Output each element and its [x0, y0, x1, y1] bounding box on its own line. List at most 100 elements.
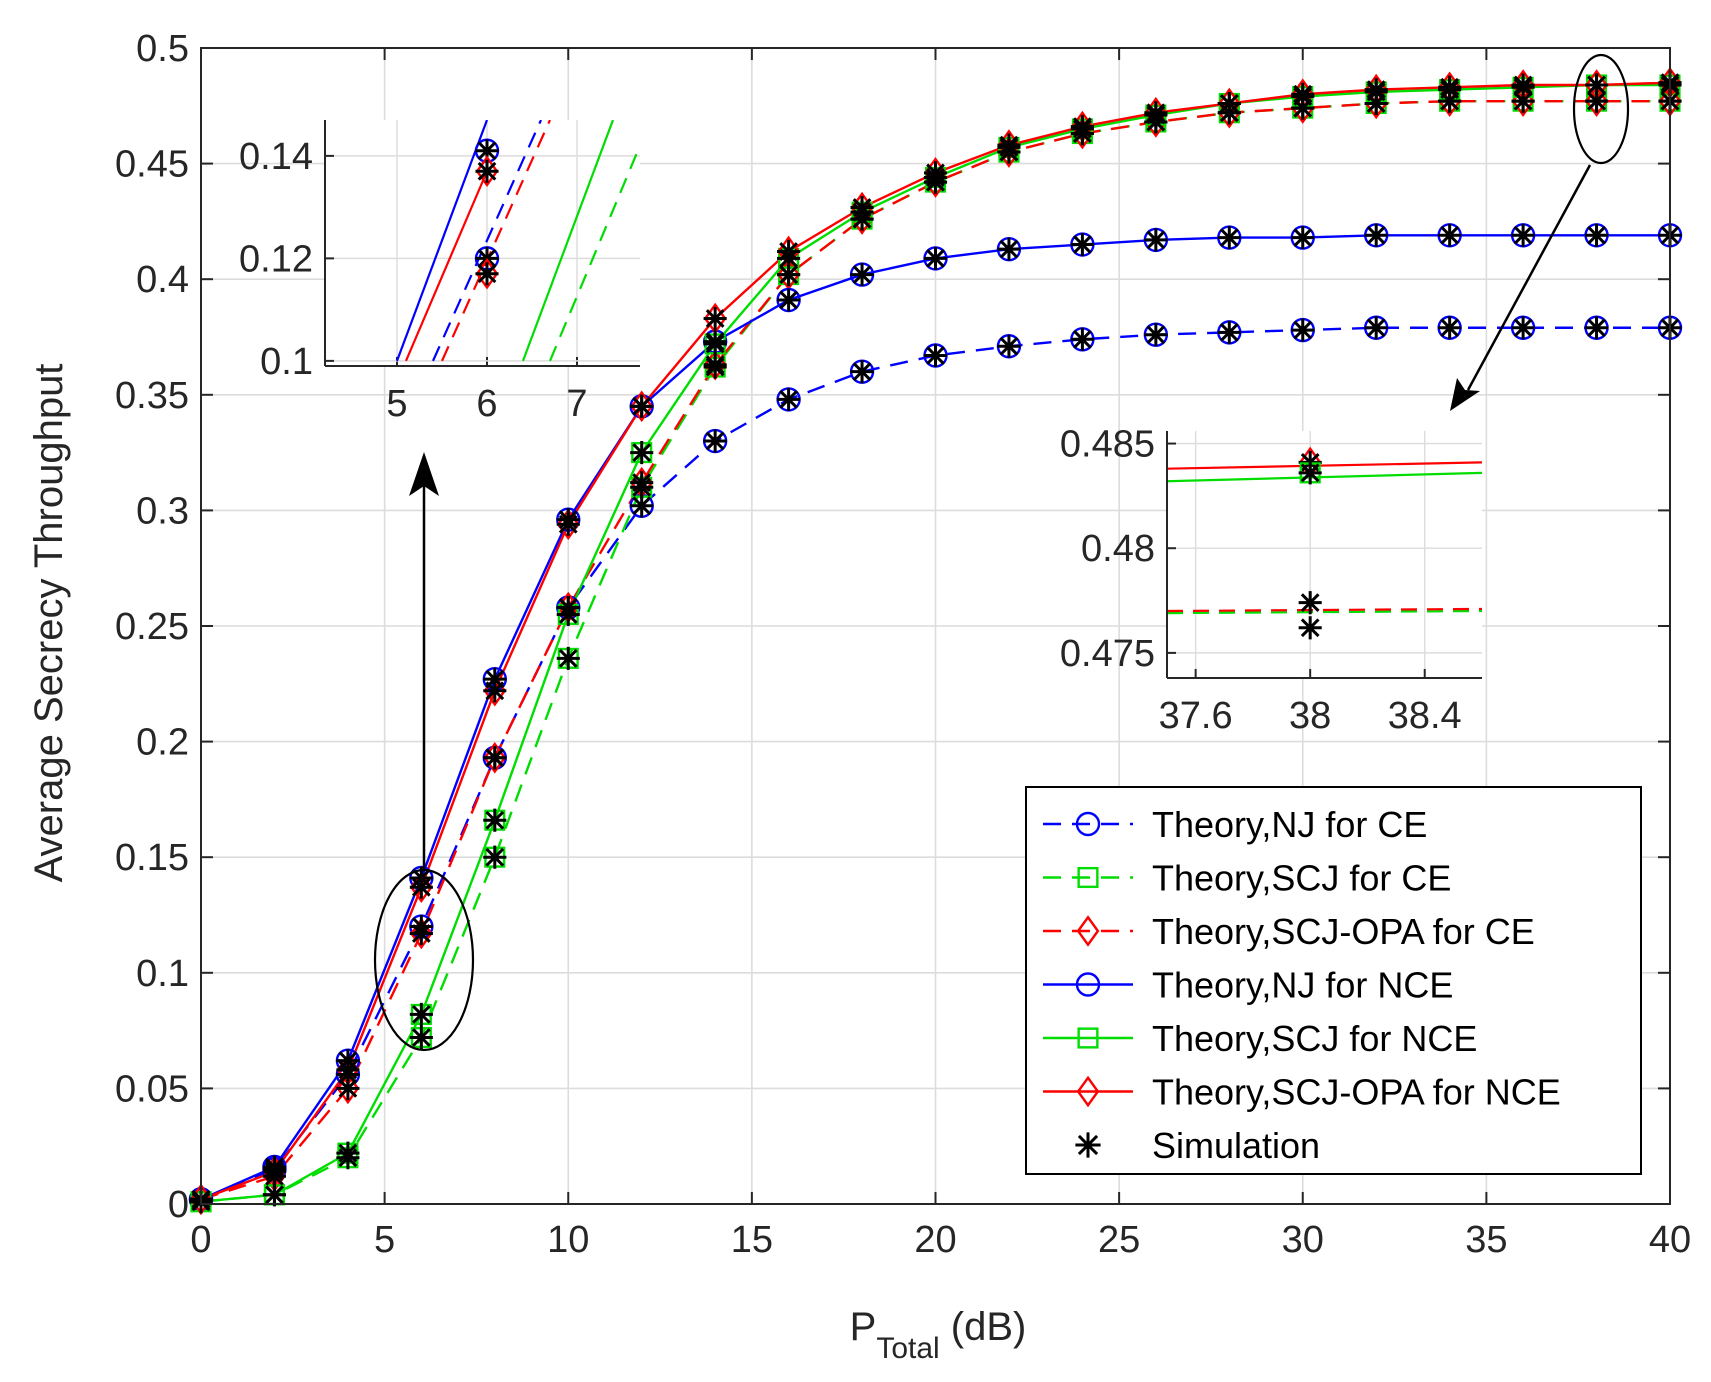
simulation-marker-5-17: [1438, 75, 1462, 99]
y-tick-label-10: 0.5: [136, 28, 189, 70]
simulation-marker-0-6: [630, 494, 654, 518]
simulation-marker-2-17: [1438, 89, 1462, 113]
inset-left-y-tick-label-1: 0.12: [239, 238, 313, 280]
inset-left-y-tick-label-0: 0.1: [260, 341, 313, 383]
simulation-marker-3-8: [777, 288, 801, 312]
x-tick-label-6: 30: [1282, 1219, 1324, 1261]
x-axis-label-sub: Total: [876, 1332, 939, 1365]
x-axis-label: PTotal (dB): [850, 1305, 1027, 1365]
simulation-marker-3-17: [1438, 223, 1462, 247]
series-line-1: [200, 99, 1670, 1203]
inset-left-line-4: [521, 120, 615, 362]
legend-label-6: Simulation: [1152, 1125, 1320, 1166]
inset-left-point-0-asterisk: [475, 139, 499, 163]
simulation-marker-3-19: [1585, 223, 1609, 247]
simulation-marker-3-16: [1364, 223, 1388, 247]
y-tick-label-5: 0.25: [115, 606, 189, 648]
simulation-marker-0-7: [703, 429, 727, 453]
simulation-marker-5-12: [1070, 115, 1094, 139]
simulation-marker-3-18: [1511, 223, 1535, 247]
simulation-marker-5-4: [483, 679, 507, 703]
x-tick-label-5: 25: [1098, 1219, 1140, 1261]
y-tick-label-2: 0.1: [136, 953, 189, 995]
simulation-marker-3-4: [483, 667, 507, 691]
inset-left-line-3: [440, 120, 552, 362]
arrow-right-head: [1450, 378, 1480, 411]
inset-left-lines: [395, 120, 640, 362]
simulation-marker-5-11: [997, 133, 1021, 157]
inset-right-line-1: [1167, 471, 1482, 483]
simulation-marker-4-4: [483, 808, 507, 832]
inset-right-line-3: [1167, 607, 1482, 613]
legend-marker-2: [1076, 915, 1100, 947]
simulation-marker-2-8: [777, 263, 801, 287]
legend-label-0: Theory,NJ for CE: [1152, 804, 1427, 845]
y-tick-label-0: 0: [168, 1184, 189, 1226]
legend-marker-0: [1075, 811, 1101, 837]
legend-label-2: Theory,SCJ-OPA for CE: [1152, 911, 1535, 952]
x-tick-label-3: 15: [731, 1219, 773, 1261]
y-axis-label: Average Secrecy Throughput: [27, 364, 71, 883]
simulation-marker-5-8: [777, 239, 801, 264]
arrow-left-head: [409, 452, 439, 496]
inset-left-point-1-asterisk: [475, 159, 499, 183]
y-tick-label-9: 0.45: [115, 144, 189, 186]
simulation-marker-5-10: [923, 161, 948, 185]
simulation-marker-2-3: [409, 921, 433, 946]
legend-label-3: Theory,NJ for NCE: [1152, 965, 1453, 1006]
inset-right-line-0: [1167, 461, 1482, 470]
simulation-marker-0-11: [997, 334, 1021, 358]
inset-right-point-2-asterisk: [1298, 591, 1322, 615]
simulation-marker-0-15: [1291, 318, 1315, 342]
simulation-marker-5-2: [336, 1058, 360, 1082]
simulation-marker-1-5: [556, 646, 580, 670]
arrow-right-shaft: [1466, 164, 1592, 391]
inset-left-point-3-asterisk: [475, 262, 499, 286]
simulation-marker-5-16: [1364, 78, 1388, 102]
simulation-marker-5-9: [850, 195, 874, 220]
inset-left-line-5: [548, 145, 640, 362]
y-tick-label-8: 0.4: [136, 259, 189, 301]
simulation-marker-2-2: [336, 1076, 360, 1100]
simulation-marker-3-10: [923, 246, 948, 270]
inset-right-y-tick-label-1: 0.48: [1081, 528, 1155, 570]
x-axis-label-main: P: [850, 1305, 877, 1349]
inset-right-point-1-asterisk: [1298, 461, 1322, 485]
y-tick-label-6: 0.3: [136, 490, 189, 532]
simulation-marker-5-13: [1144, 101, 1168, 125]
simulation-marker-5-19: [1585, 73, 1609, 97]
inset-left-y-tick-label-2: 0.14: [239, 136, 313, 178]
y-tick-label-3: 0.15: [115, 837, 189, 879]
simulation-marker-2-15: [1291, 96, 1315, 120]
legend-marker-5: [1076, 1075, 1100, 1108]
simulation-marker-5-18: [1511, 73, 1535, 97]
simulation-marker-2-19: [1585, 89, 1609, 113]
legend-label-1: Theory,SCJ for CE: [1152, 858, 1451, 899]
main-axes: 0 5 10 15 20 25 30 35 4000.050.10.150.20.250.30.…: [115, 28, 1691, 1261]
simulation-marker-5-3: [409, 875, 433, 899]
legend: Theory,NJ for CE Theory,SCJ for CE Theory,…: [1025, 786, 1642, 1175]
simulation-marker-4-5: [556, 602, 580, 626]
simulation-marker-0-9: [850, 360, 874, 384]
main-axes-frame: [200, 47, 1671, 1205]
simulation-marker-0-18: [1511, 316, 1535, 340]
inset-left-x-tick-label-1: 6: [476, 383, 497, 425]
simulation-marker-5-7: [703, 306, 727, 331]
inset-right-line-2: [1167, 609, 1482, 615]
x-tick-label-8: 40: [1649, 1219, 1691, 1261]
x-tick-label-2: 10: [547, 1219, 589, 1261]
inset-right-y-tick-label-2: 0.485: [1060, 424, 1155, 466]
simulation-marker-5-14: [1217, 91, 1241, 116]
simulation-marker-4-7: [703, 332, 727, 356]
inset-left-line-1: [404, 170, 489, 362]
simulation-marker-4-6: [630, 441, 654, 465]
annotations: [373, 53, 1630, 1052]
inset-right-x-tick-label-0: 37.6: [1159, 695, 1233, 737]
simulation-marker-1-4: [483, 845, 507, 869]
legend-marker-3: [1075, 972, 1101, 997]
simulation-marker-2-7: [703, 353, 727, 377]
simulation-marker-2-16: [1364, 91, 1388, 116]
y-tick-label-7: 0.35: [115, 375, 189, 417]
simulation-marker-5-15: [1291, 82, 1315, 106]
